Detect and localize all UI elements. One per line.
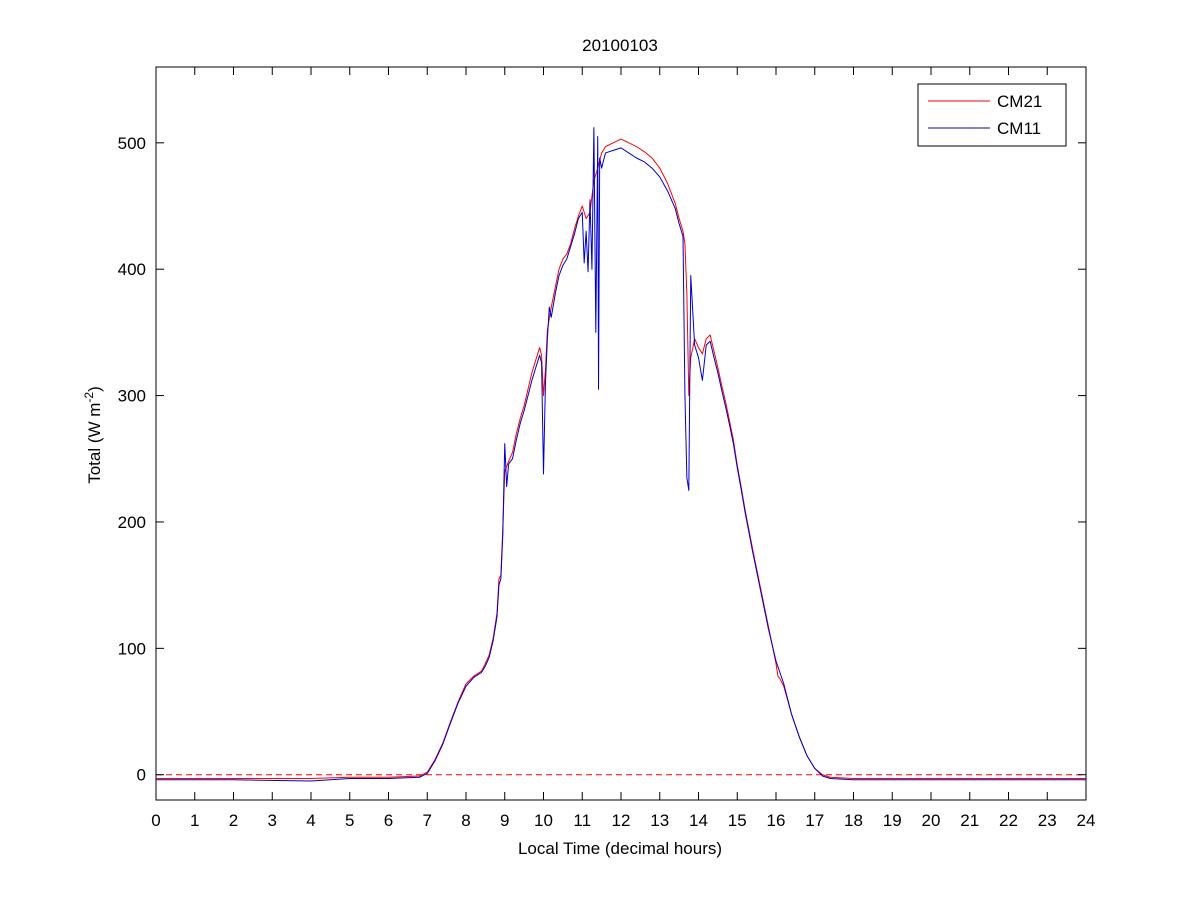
x-tick-label: 19 <box>883 811 902 830</box>
plot-area <box>155 66 1087 801</box>
series-line-cm11 <box>156 127 1086 782</box>
y-tick-label: 300 <box>118 387 146 406</box>
y-axis-label-prefix: Total (W m <box>85 403 104 484</box>
x-axis-label: Local Time (decimal hours) <box>518 839 722 858</box>
x-tick-label: 8 <box>461 811 470 830</box>
x-tick-label: 4 <box>306 811 315 830</box>
x-tick-label: 21 <box>960 811 979 830</box>
legend-box <box>917 83 1067 147</box>
y-axis-label: Total (W m-2) <box>82 386 104 484</box>
x-tick-label: 17 <box>805 811 824 830</box>
x-tick-label: 22 <box>999 811 1018 830</box>
x-tick-label: 20 <box>922 811 941 830</box>
x-axis-ticks: 0 1 2 3 4 5 6 7 8 9 10 11 12 13 14 15 16 17 18 19 20 21 22 23 24 <box>151 67 1095 830</box>
x-tick-label: 5 <box>345 811 354 830</box>
y-axis-label-suffix: ) <box>85 386 104 392</box>
y-tick-label: 500 <box>118 134 146 153</box>
y-tick-label: 200 <box>118 513 146 532</box>
legend-label-cm21: CM21 <box>997 92 1042 111</box>
x-tick-label: 10 <box>534 811 553 830</box>
x-tick-label: 1 <box>190 811 199 830</box>
y-tick-label: 400 <box>118 260 146 279</box>
x-tick-label: 13 <box>650 811 669 830</box>
x-tick-label: 0 <box>151 811 160 830</box>
x-tick-label: 12 <box>612 811 631 830</box>
x-tick-label: 2 <box>229 811 238 830</box>
x-tick-label: 9 <box>500 811 509 830</box>
y-tick-label: 100 <box>118 639 146 658</box>
x-tick-label: 14 <box>689 811 708 830</box>
legend-label-cm11: CM11 <box>997 119 1041 138</box>
y-axis-label-superscript: -2 <box>82 392 96 403</box>
x-tick-label: 6 <box>384 811 393 830</box>
y-tick-label: 0 <box>137 766 146 785</box>
x-tick-label: 24 <box>1077 811 1096 830</box>
x-tick-label: 15 <box>728 811 747 830</box>
x-tick-label: 11 <box>573 811 591 830</box>
axes-frame <box>155 66 1087 801</box>
legend: CM21 CM11 <box>917 83 1067 147</box>
x-tick-label: 7 <box>423 811 432 830</box>
y-axis-ticks: 0 100 200 300 400 500 <box>118 134 1086 785</box>
series-group <box>156 127 1086 782</box>
chart-title: 20100103 <box>582 36 658 55</box>
x-tick-label: 23 <box>1038 811 1057 830</box>
x-tick-label: 16 <box>767 811 786 830</box>
x-tick-label: 18 <box>844 811 863 830</box>
x-tick-label: 3 <box>268 811 277 830</box>
